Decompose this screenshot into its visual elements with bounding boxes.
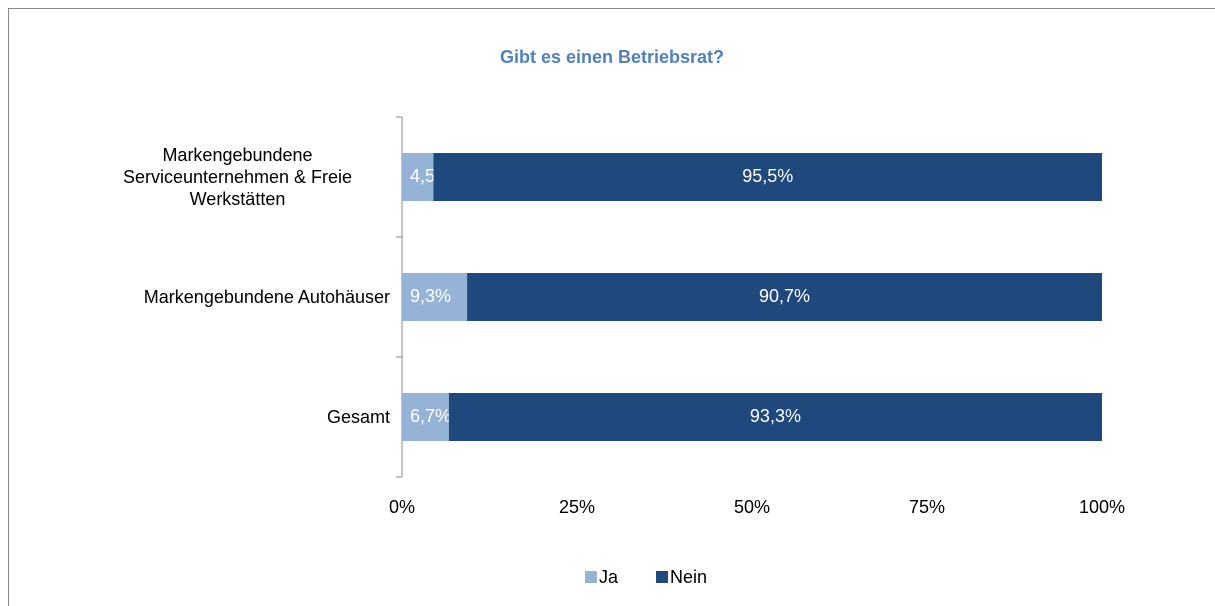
legend-label: Nein (670, 567, 707, 587)
chart-border (8, 8, 1215, 606)
bar-segment (402, 153, 434, 201)
data-label: 90,7% (759, 286, 810, 306)
x-tick-label: 75% (909, 497, 945, 517)
y-tick-label: Gesamt (326, 407, 390, 427)
chart-title: Gibt es einen Betriebsrat? (500, 47, 724, 67)
legend-swatch (656, 571, 669, 583)
y-tick-label: Markengebundene Serviceunternehmen & Fre… (122, 145, 353, 209)
data-label: 6,7% (410, 406, 451, 426)
category-label-box: Markengebundene Autohäuser (70, 286, 390, 308)
x-tick-label: 0% (389, 497, 415, 517)
x-tick-label: 50% (734, 497, 770, 517)
legend-swatch (585, 571, 597, 583)
bar-segment (402, 393, 449, 441)
bar-segment (448, 393, 1102, 441)
data-label: 9,3% (410, 286, 451, 306)
y-tick-label: Markengebundene Autohäuser (143, 287, 390, 307)
category-label-box: Markengebundene Serviceunternehmen & Fre… (70, 144, 390, 210)
category-label-box: Gesamt (70, 406, 390, 428)
bar-segment (402, 273, 468, 321)
data-label: 95,5% (742, 166, 793, 186)
bar-segment (467, 273, 1103, 321)
data-label: 93,3% (750, 406, 801, 426)
x-tick-label: 25% (559, 497, 595, 517)
legend-label: Ja (599, 567, 619, 587)
bar-segment (433, 153, 1102, 201)
x-tick-label: 100% (1079, 497, 1125, 517)
